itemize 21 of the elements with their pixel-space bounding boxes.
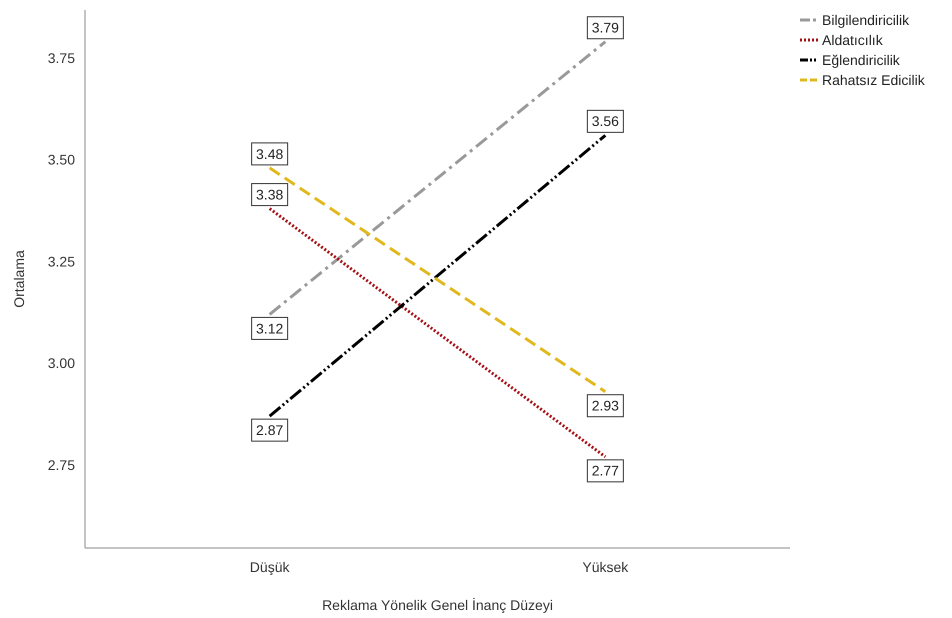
y-tick-label: 3.00 — [48, 355, 76, 372]
data-label: 2.87 — [256, 422, 284, 438]
data-label: 3.12 — [256, 320, 284, 336]
x-axis-title: Reklama Yönelik Genel İnanç Düzeyi — [322, 597, 553, 613]
y-tick-label: 3.25 — [48, 253, 76, 270]
data-label: 3.38 — [256, 186, 284, 202]
y-tick-label: 3.75 — [48, 50, 76, 66]
legend-label: Rahatsız Edicilik — [822, 72, 926, 88]
legend-label: Aldatıcılık — [822, 32, 884, 48]
y-tick-label: 3.50 — [48, 152, 76, 168]
y-tick-label: 2.75 — [48, 456, 76, 473]
data-label: 3.48 — [256, 146, 284, 162]
data-label: 2.93 — [592, 398, 620, 414]
x-tick-label: Yüksek — [582, 559, 630, 575]
legend-label: Eğlendiricilik — [822, 52, 901, 68]
legend-label: Bilgilendiricilik — [822, 12, 910, 28]
data-label: 3.79 — [592, 20, 620, 36]
data-label: 3.56 — [592, 113, 620, 130]
data-label: 2.77 — [592, 462, 620, 479]
x-tick-label: Düşük — [250, 559, 290, 575]
y-axis-title: Ortalama — [11, 250, 27, 308]
